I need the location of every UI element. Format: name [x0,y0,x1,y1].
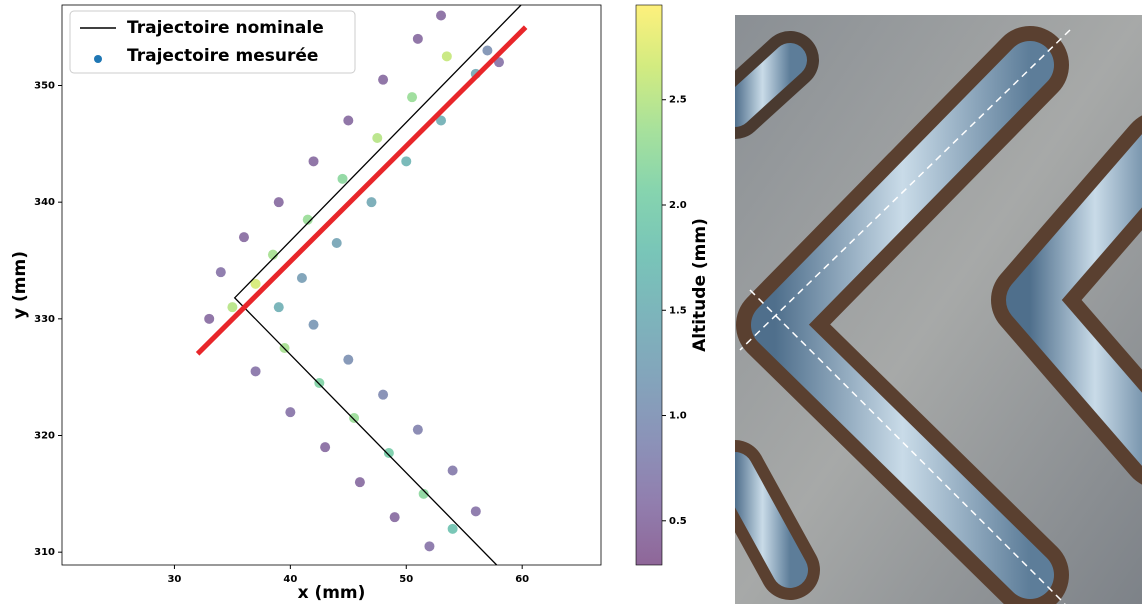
y-tick-label: 330 [34,314,55,325]
scatter-point [389,512,400,523]
scatter-point [285,407,296,418]
scatter-point [412,33,423,44]
scatter-point [470,506,481,517]
scatter-point [378,74,389,85]
scatter-point [401,156,412,167]
scatter-point [343,115,354,126]
scatter-point [331,238,342,248]
scatter-point [424,541,435,552]
scatter-point [436,10,447,21]
scatter-point [238,232,249,243]
scatter-point [250,278,261,289]
legend-marker [94,55,102,63]
y-axis-label: y (mm) [10,251,30,319]
y-tick-label: 340 [34,197,55,208]
scatter-point [204,313,215,324]
scatter-point [366,197,377,208]
photo [735,15,1142,604]
scatter-point [337,173,348,184]
scatter-point [447,523,458,534]
scatter-point [343,354,354,365]
scatter-point [372,133,383,143]
legend-label: Trajectoire nominale [127,18,324,38]
trajectory-line [195,25,528,356]
scatter-point [267,249,278,260]
x-tick-label: 50 [399,574,413,585]
scatter-point [418,488,429,499]
x-tick-label: 60 [515,574,529,585]
scatter-point [436,115,447,126]
colorbar-label: Altitude (mm) [690,218,710,352]
scatter-point [302,214,313,225]
scatter-point [215,267,226,278]
x-tick-label: 30 [167,574,181,585]
scatter-point [407,92,418,103]
scatter-point [378,389,389,400]
colorbar-tick-label: 2.0 [669,200,687,211]
plot-area [61,4,602,566]
y-tick-label: 350 [34,81,55,92]
scatter-point [314,378,325,388]
scatter-point [320,442,331,453]
scatter-point [383,448,394,458]
scatter-point [308,156,319,167]
scatter-point [412,424,423,435]
scatter-point [227,302,238,313]
scatter-point [273,302,284,313]
plot-marks [195,5,528,565]
colorbar-tick-label: 0.5 [669,516,687,527]
colorbar [635,4,663,566]
scatter-point [250,366,261,377]
scatter-point [273,197,284,208]
scatter-point [354,477,365,488]
scatter-point [349,413,360,423]
legend-label: Trajectoire mesurée [127,46,318,66]
colorbar-tick-label: 1.5 [669,305,687,316]
colorbar-tick-label: 1.0 [669,411,687,422]
x-tick-label: 40 [283,574,297,585]
scatter-point [308,319,319,330]
scatter-point [296,273,307,283]
legend-box [69,10,356,74]
x-axis-label: x (mm) [298,583,366,603]
scatter-point [441,51,452,62]
scatter-point [482,45,493,56]
colorbar-tick-label: 2.5 [669,95,687,106]
scatter-point [447,465,458,476]
trajectory-line [233,5,522,565]
y-tick-label: 320 [34,431,55,442]
y-tick-label: 310 [34,547,55,558]
